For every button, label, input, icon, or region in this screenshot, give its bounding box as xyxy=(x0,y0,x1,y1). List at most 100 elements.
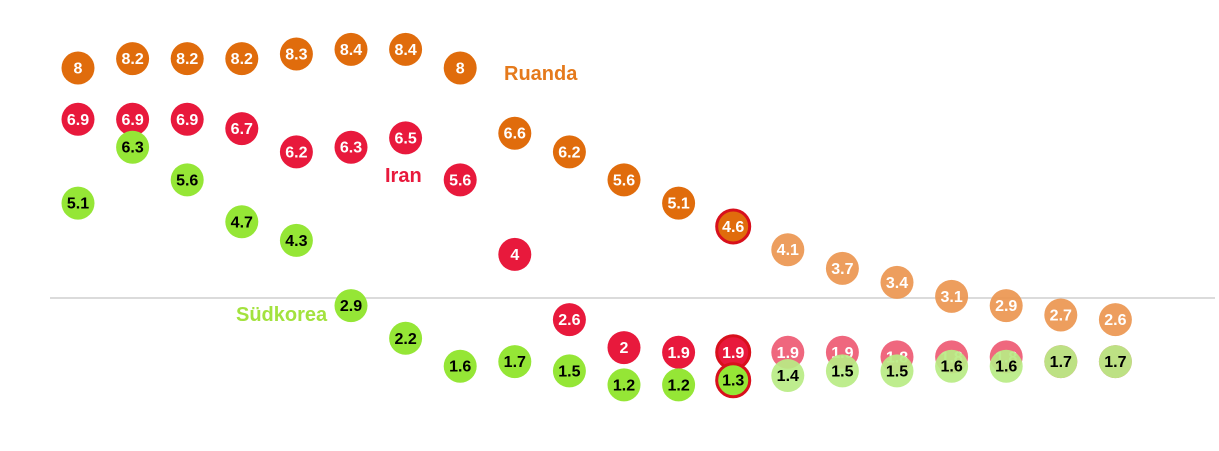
bubble-mark xyxy=(880,265,914,299)
bubble-suedkorea-2: 5.6 xyxy=(170,163,204,197)
bubble-iran-4: 6.2 xyxy=(279,135,313,169)
bubbles-layer: 8 8.2 8.2 8.2 8.3 8.4 8.4 8 6.6 6.2 5.6 5.1 4.6 4.1 3.… xyxy=(61,32,1132,402)
bubble-suedkorea-12: 1.3 xyxy=(715,362,752,399)
bubble-value-label: 6.6 xyxy=(504,126,526,143)
bubble-value-label: 8.2 xyxy=(231,51,253,68)
bubble-suedkorea-4: 4.3 xyxy=(279,223,313,257)
bubble-value-label: 8.4 xyxy=(340,42,362,59)
bubble-mark xyxy=(443,349,477,383)
bubble-suedkorea-18: 1.7 xyxy=(1044,345,1078,379)
bubble-value-label: 1.2 xyxy=(613,377,635,394)
bubble-mark xyxy=(279,223,313,257)
bubble-iran-7: 5.6 xyxy=(443,163,477,197)
bubble-ruanda-7: 8 xyxy=(443,51,477,85)
bubble-value-label: 8 xyxy=(456,61,465,78)
bubble-value-label: 2.7 xyxy=(1050,307,1072,324)
bubble-mark xyxy=(607,368,641,402)
bubble-mark xyxy=(279,37,313,71)
bubble-ruanda-6: 8.4 xyxy=(389,32,423,66)
bubble-value-label: 1.3 xyxy=(722,373,744,390)
bubble-mark xyxy=(1098,345,1132,379)
bubble-iran-6: 6.5 xyxy=(389,121,423,155)
bubble-ruanda-13: 4.1 xyxy=(771,233,805,267)
series-labels-layer: Ruanda Iran Südkorea xyxy=(236,63,578,326)
bubble-value-label: 2 xyxy=(620,340,629,357)
bubble-ruanda-2: 8.2 xyxy=(170,42,204,76)
bubble-mark xyxy=(1044,345,1078,379)
bubble-ruanda-3: 8.2 xyxy=(225,42,259,76)
bubble-mark xyxy=(334,130,368,164)
bubble-value-label: 1.5 xyxy=(558,363,580,380)
bubble-mark xyxy=(170,42,204,76)
bubble-mark xyxy=(498,116,532,150)
bubble-suedkorea-9: 1.5 xyxy=(552,354,586,388)
bubble-mark xyxy=(935,349,969,383)
bubble-ruanda-11: 5.1 xyxy=(662,186,696,220)
bubble-value-label: 1.9 xyxy=(722,345,744,362)
bubble-ruanda-17: 2.9 xyxy=(989,289,1023,323)
bubble-suedkorea-8: 1.7 xyxy=(498,345,532,379)
bubble-mark xyxy=(771,335,805,369)
bubble-value-label: 1.9 xyxy=(667,345,689,362)
bubble-ruanda-15: 3.4 xyxy=(880,265,914,299)
bubble-suedkorea-19: 1.7 xyxy=(1098,345,1132,379)
bubble-mark xyxy=(443,51,477,85)
bubble-value-label: 5.1 xyxy=(67,196,89,213)
bubble-mark xyxy=(715,362,752,399)
bubble-mark xyxy=(61,186,95,220)
bubble-suedkorea-13: 1.4 xyxy=(771,359,805,393)
bubble-ruanda-1: 8.2 xyxy=(116,42,150,76)
bubble-suedkorea-0: 5.1 xyxy=(61,186,95,220)
bubble-value-label: 5.1 xyxy=(667,196,689,213)
bubble-value-label: 8.3 xyxy=(285,47,307,64)
bubble-value-label: 8.4 xyxy=(394,42,416,59)
bubble-value-label: 8 xyxy=(74,61,83,78)
bubble-value-label: 1.6 xyxy=(995,359,1017,376)
bubble-value-label: 4 xyxy=(510,247,519,264)
bubble-iran-11: 1.9 xyxy=(662,335,696,369)
bubble-value-label: 6.3 xyxy=(121,140,143,157)
series-label-ruanda: Ruanda xyxy=(504,63,578,85)
bubble-suedkorea-7: 1.6 xyxy=(443,349,477,383)
bubble-mark xyxy=(225,112,259,146)
bubble-value-label: 4.3 xyxy=(285,233,307,250)
bubble-value-label: 1.7 xyxy=(1050,354,1072,371)
bubble-ruanda-8: 6.6 xyxy=(498,116,532,150)
bubble-iran-5: 6.3 xyxy=(334,130,368,164)
bubble-mark xyxy=(334,289,368,323)
bubble-value-label: 8.2 xyxy=(121,51,143,68)
bubble-value-label: 1.5 xyxy=(831,363,853,380)
bubble-value-label: 1.2 xyxy=(667,377,689,394)
bubble-value-label: 2.2 xyxy=(394,331,416,348)
bubble-value-label: 3.7 xyxy=(831,261,853,278)
bubble-suedkorea-3: 4.7 xyxy=(225,205,259,239)
bubble-mark xyxy=(607,331,641,365)
bubble-value-label: 6.9 xyxy=(121,112,143,129)
bubble-mark xyxy=(662,186,696,220)
bubble-iran-13: 1.9 xyxy=(771,335,805,369)
bubble-value-label: 5.6 xyxy=(176,172,198,189)
bubble-suedkorea-10: 1.2 xyxy=(607,368,641,402)
bubble-value-label: 3.1 xyxy=(940,289,962,306)
bubble-value-label: 2.9 xyxy=(340,298,362,315)
bubble-value-label: 6.2 xyxy=(558,144,580,161)
bubble-value-label: 1.7 xyxy=(1104,354,1126,371)
bubble-ruanda-10: 5.6 xyxy=(607,163,641,197)
bubble-value-label: 1.9 xyxy=(777,345,799,362)
bubble-value-label: 6.2 xyxy=(285,144,307,161)
bubble-value-label: 6.9 xyxy=(176,112,198,129)
bubble-mark xyxy=(61,51,95,85)
bubble-value-label: 4.6 xyxy=(722,219,744,236)
bubble-value-label: 6.3 xyxy=(340,140,362,157)
bubble-mark xyxy=(498,237,532,271)
bubble-mark xyxy=(607,163,641,197)
bubble-value-label: 3.4 xyxy=(886,275,908,292)
bubble-value-label: 5.6 xyxy=(449,172,471,189)
bubble-mark xyxy=(116,130,150,164)
bubble-suedkorea-11: 1.2 xyxy=(662,368,696,402)
bubble-mark xyxy=(170,102,204,136)
bubble-mark xyxy=(1098,303,1132,337)
bubble-suedkorea-16: 1.6 xyxy=(935,349,969,383)
bubble-ruanda-5: 8.4 xyxy=(334,32,368,66)
